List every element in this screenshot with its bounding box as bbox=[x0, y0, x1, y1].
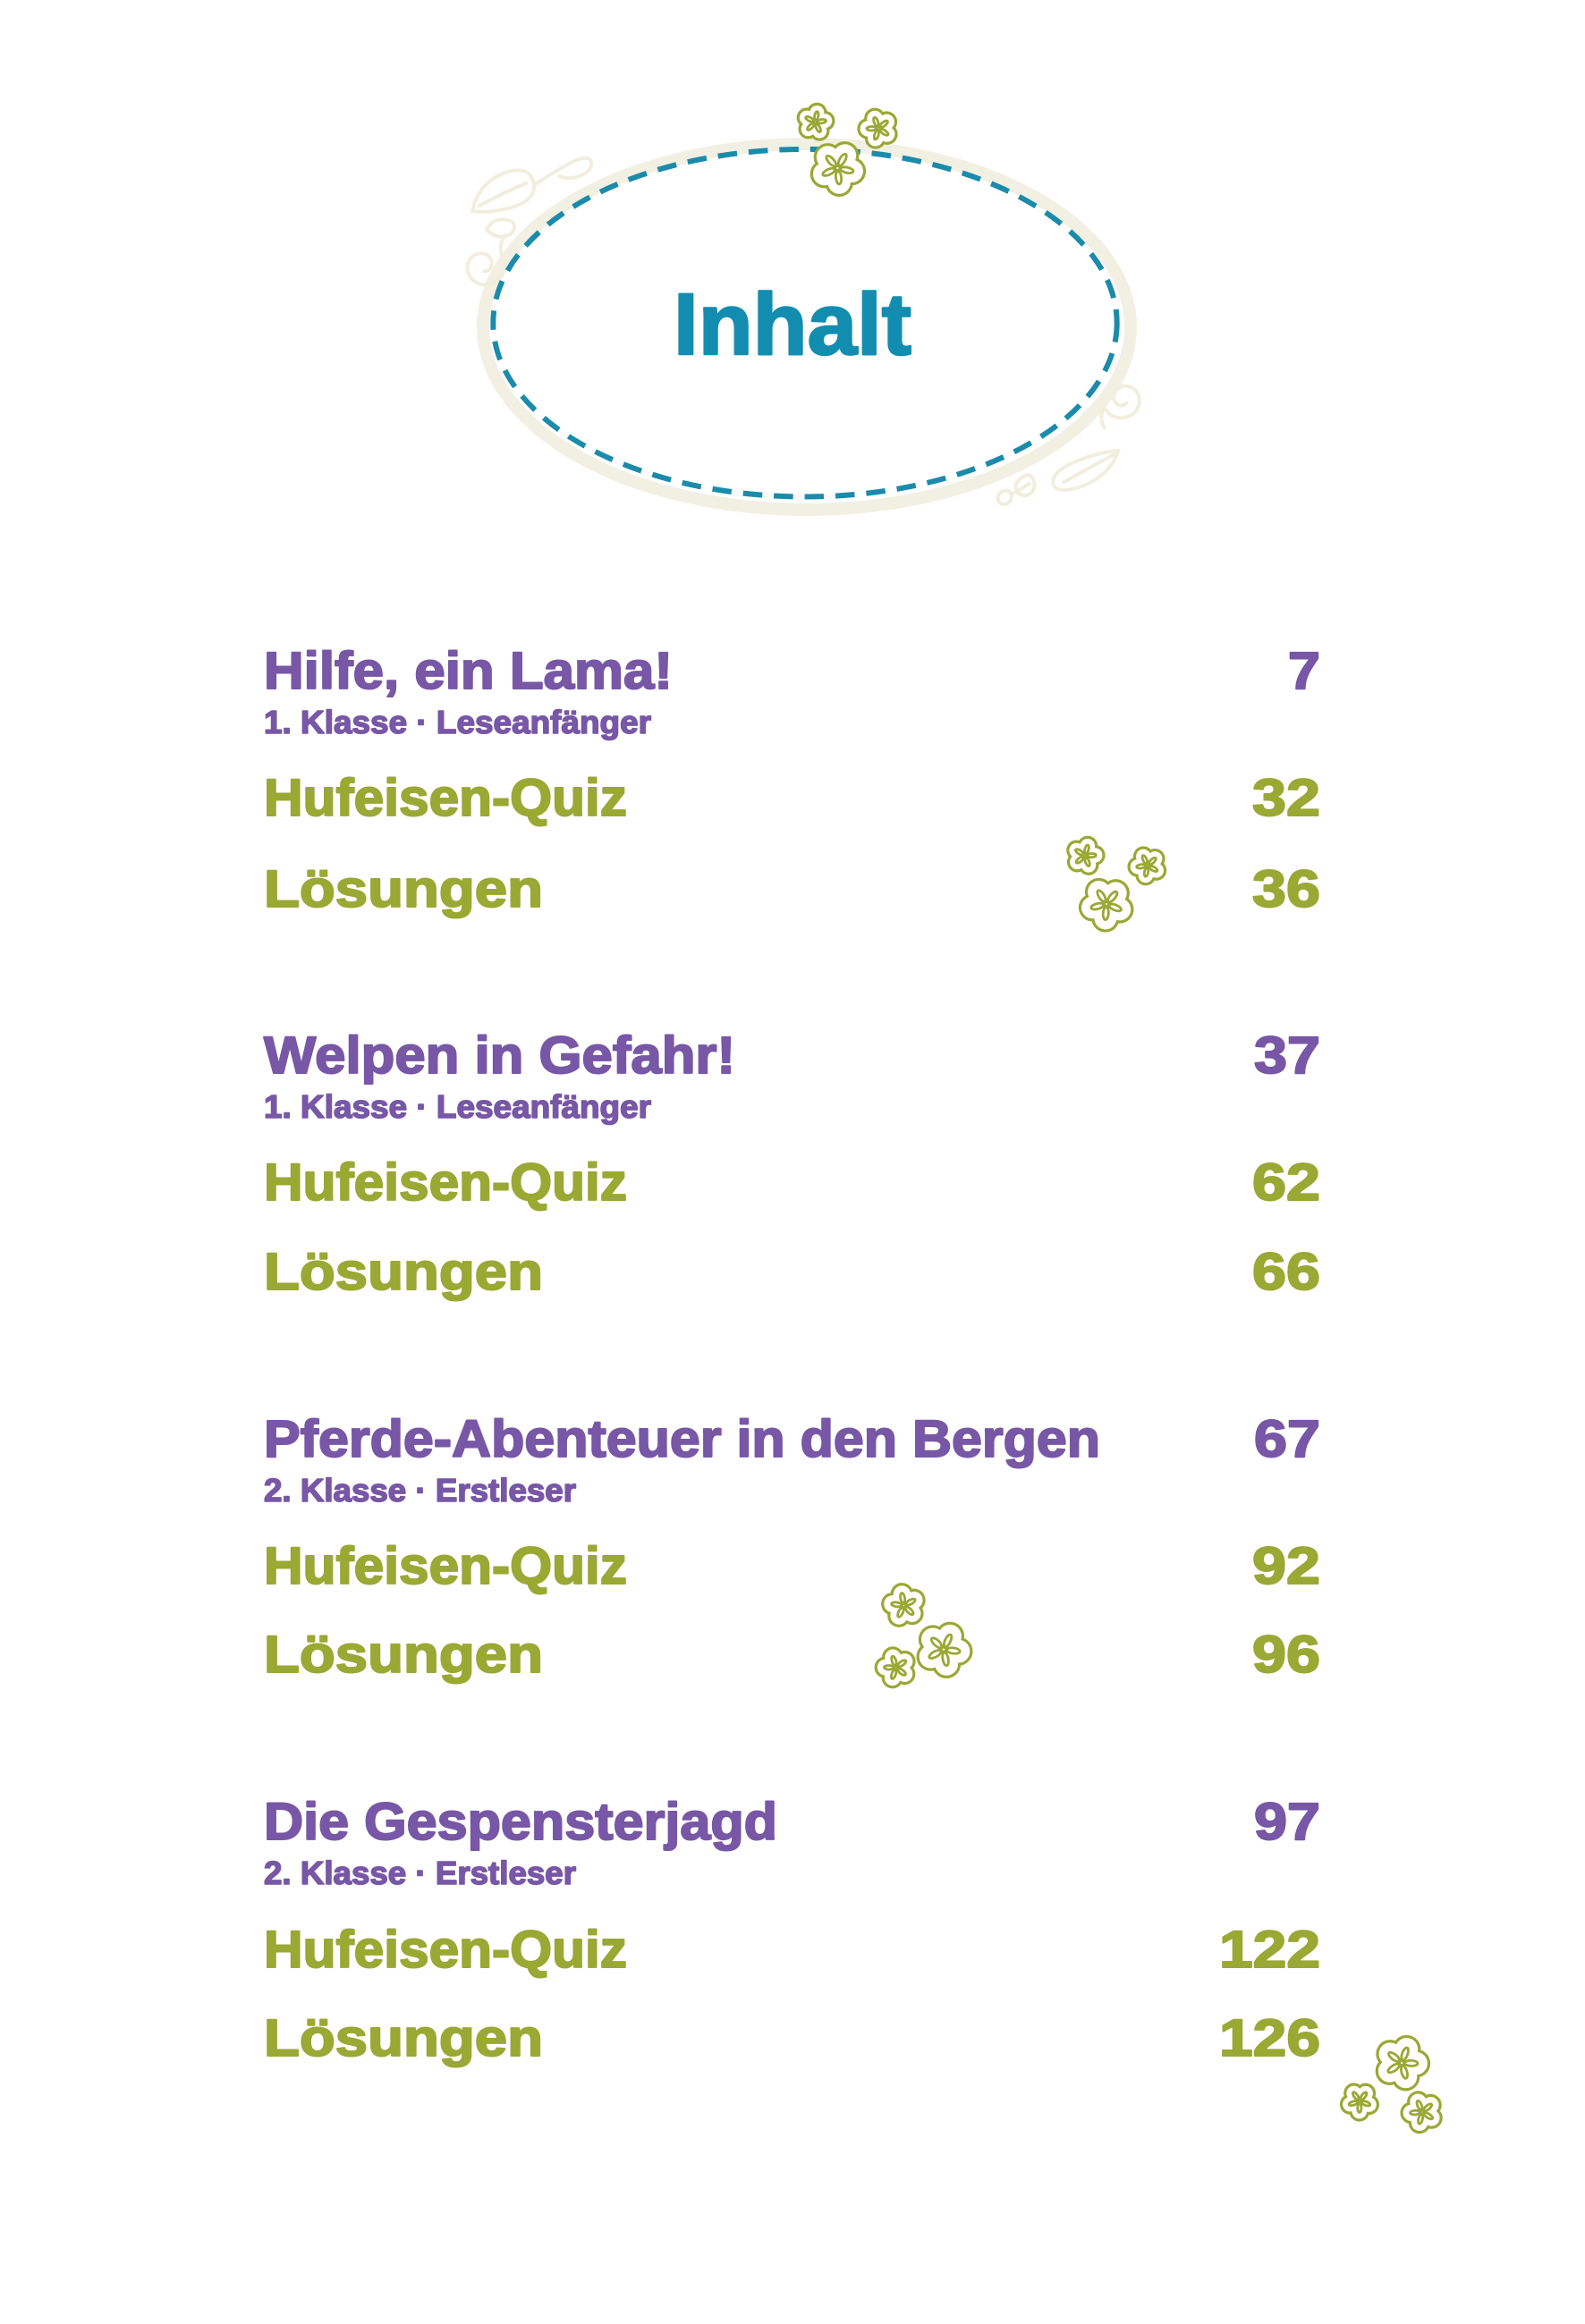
svg-text:Hufeisen-Quiz: Hufeisen-Quiz bbox=[264, 1154, 627, 1212]
svg-text:67: 67 bbox=[1254, 1410, 1320, 1468]
svg-text:97: 97 bbox=[1254, 1793, 1320, 1851]
svg-text:2. Klasse · Erstleser: 2. Klasse · Erstleser bbox=[264, 1855, 576, 1891]
svg-text:66: 66 bbox=[1252, 1243, 1320, 1301]
svg-text:62: 62 bbox=[1252, 1154, 1320, 1212]
svg-text:96: 96 bbox=[1252, 1626, 1320, 1684]
svg-text:Lösungen: Lösungen bbox=[264, 1243, 543, 1301]
svg-text:Hufeisen-Quiz: Hufeisen-Quiz bbox=[264, 1537, 627, 1595]
svg-text:Pferde-Abenteuer in den Bergen: Pferde-Abenteuer in den Bergen bbox=[264, 1410, 1100, 1468]
svg-text:36: 36 bbox=[1252, 860, 1320, 918]
svg-text:126: 126 bbox=[1219, 2009, 1320, 2067]
svg-text:Hufeisen-Quiz: Hufeisen-Quiz bbox=[264, 769, 627, 827]
svg-text:32: 32 bbox=[1252, 769, 1320, 827]
svg-text:7: 7 bbox=[1288, 642, 1320, 700]
svg-text:Hilfe, ein Lama!: Hilfe, ein Lama! bbox=[264, 642, 673, 700]
svg-text:2. Klasse · Erstleser: 2. Klasse · Erstleser bbox=[264, 1472, 576, 1508]
svg-text:37: 37 bbox=[1254, 1027, 1320, 1085]
svg-text:Hufeisen-Quiz: Hufeisen-Quiz bbox=[264, 1921, 627, 1979]
svg-text:122: 122 bbox=[1219, 1921, 1320, 1979]
svg-text:Inhalt: Inhalt bbox=[674, 275, 911, 373]
svg-text:1. Klasse · Leseanfänger: 1. Klasse · Leseanfänger bbox=[264, 1088, 651, 1125]
svg-text:Lösungen: Lösungen bbox=[264, 860, 543, 918]
svg-text:92: 92 bbox=[1252, 1537, 1320, 1595]
svg-text:1. Klasse · Leseanfänger: 1. Klasse · Leseanfänger bbox=[264, 704, 651, 740]
svg-text:Lösungen: Lösungen bbox=[264, 1626, 543, 1684]
svg-text:Lösungen: Lösungen bbox=[264, 2009, 543, 2067]
svg-text:Welpen in Gefahr!: Welpen in Gefahr! bbox=[264, 1027, 735, 1085]
svg-text:Die Gespensterjagd: Die Gespensterjagd bbox=[264, 1793, 777, 1851]
